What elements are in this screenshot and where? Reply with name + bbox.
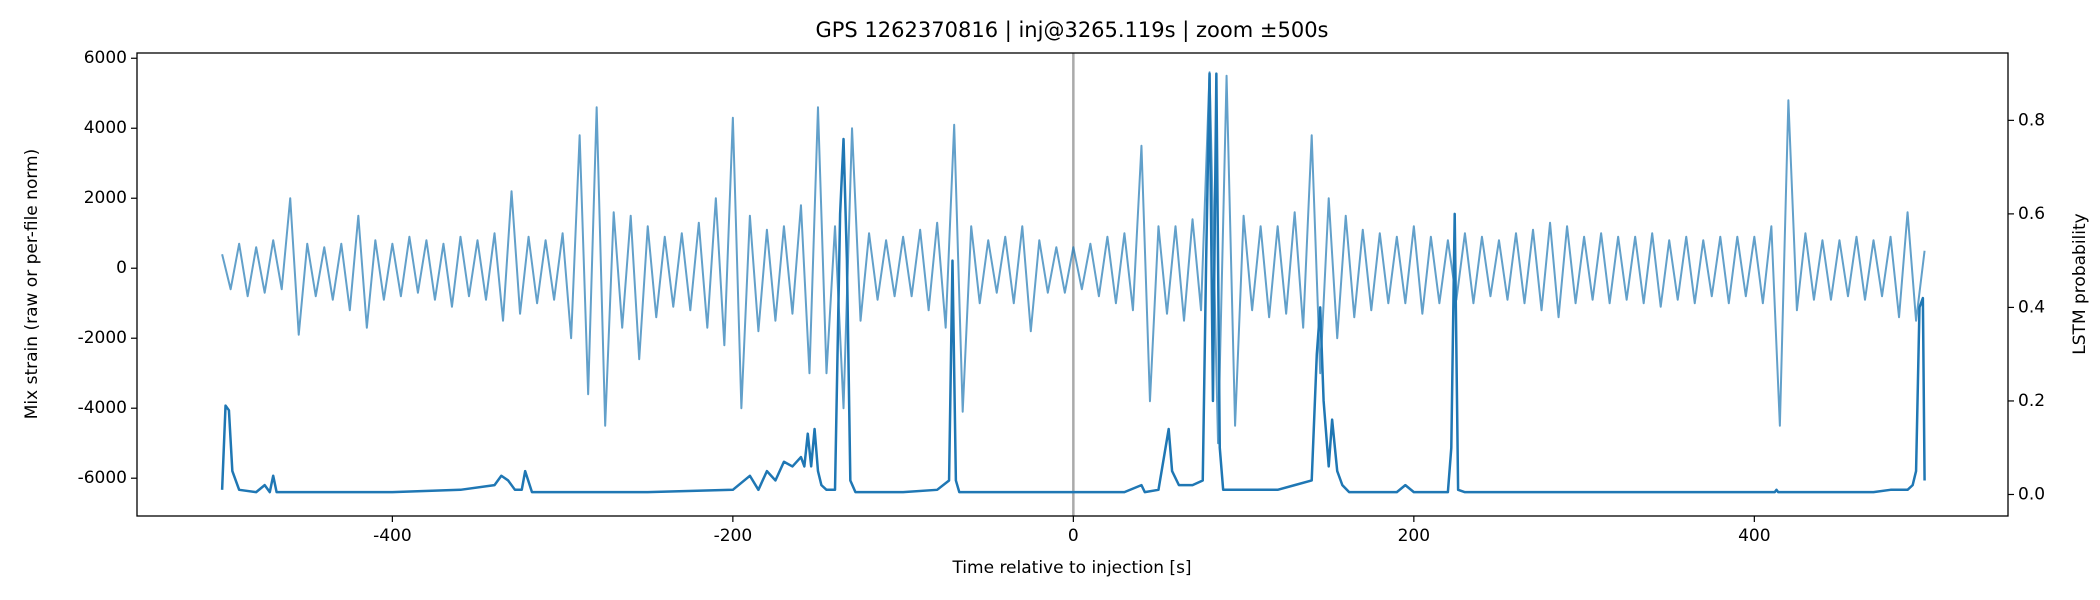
series-line [220, 72, 1926, 494]
y2-tick-label: 0.0 [2018, 484, 2045, 504]
series-line [221, 71, 1926, 445]
y-tick-label: 2000 [84, 188, 127, 208]
x-tick-label: 0 [1068, 526, 1079, 546]
y-axis-label: Mix strain (raw or per-file norm) [22, 149, 42, 419]
y-tick-label: 0 [116, 258, 127, 278]
y2-tick-label: 0.6 [2018, 204, 2045, 224]
x-tick-label: -400 [373, 526, 412, 546]
y-tick-label: 4000 [84, 118, 127, 138]
x-tick-label: 200 [1398, 526, 1430, 546]
y2-tick-label: 0.2 [2018, 391, 2045, 411]
x-tick-label: -200 [714, 526, 753, 546]
x-axis-label: Time relative to injection [s] [951, 558, 1191, 578]
plot-frame [136, 52, 2009, 517]
y-tick-label: -6000 [78, 468, 127, 488]
x-tick-label: 400 [1738, 526, 1770, 546]
y2-tick-label: 0.4 [2018, 297, 2045, 317]
y-tick-label: 6000 [84, 48, 127, 68]
y-tick-label: -4000 [78, 398, 127, 418]
chart-title: GPS 1262370816 | inj@3265.119s | zoom ±5… [816, 18, 1329, 43]
y2-tick-label: 0.8 [2018, 110, 2045, 130]
y2-axis-label: LSTM probability [2070, 213, 2090, 354]
y-tick-label: -2000 [78, 328, 127, 348]
